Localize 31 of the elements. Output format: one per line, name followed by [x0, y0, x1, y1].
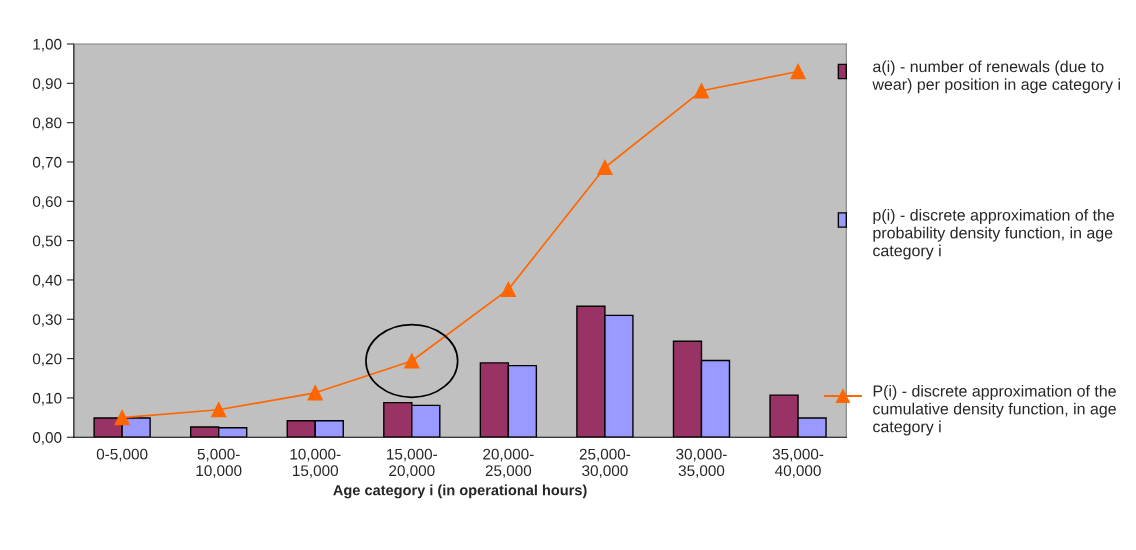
y-tick-label: 0,10 [32, 392, 62, 406]
legend-label: P(i) - discrete approximation of the cumulative density function, in age category i [873, 385, 1116, 436]
x-tick-label: 15,000- 20,000 [387, 448, 438, 478]
y-tick-label: 0,70 [32, 156, 62, 170]
point [597, 159, 613, 176]
y-tick-label: 0,60 [32, 196, 62, 209]
point [307, 385, 323, 401]
y-tick-label: 0,80 [32, 117, 62, 131]
point [500, 281, 516, 298]
y-tick-label: 0,50 [32, 235, 62, 249]
y-tick-label: 0,30 [32, 314, 62, 327]
y-tick-label: 0,90 [32, 78, 62, 91]
point [790, 63, 806, 80]
y-tick-label: 0,00 [32, 432, 62, 445]
x-tick-label: 30,000- 35,000 [676, 448, 727, 478]
y-tick-label: 1,00 [33, 38, 62, 52]
point [693, 83, 710, 99]
y-tick-label: 0,20 [32, 353, 62, 367]
y-tick-label: 0,40 [32, 274, 62, 288]
x-tick-label: 0-5,000 [96, 448, 148, 462]
x-tick-label: 25,000- 30,000 [579, 448, 631, 478]
x-tick-label: 5,000- 10,000 [196, 448, 242, 478]
x-tick-label: 20,000- 25,000 [483, 448, 534, 478]
x-tick-label: 35,000- 40,000 [772, 448, 824, 478]
x-tick-label: 10,000- 15,000 [290, 448, 341, 478]
point [211, 402, 227, 418]
legend-label: a(i) - number of renewals (due to wear) per position in age category i [872, 60, 1120, 94]
point [404, 353, 420, 369]
x-axis-title: Age category i (in operational hours) [333, 484, 587, 499]
legend-label: p(i) - discrete approximation of the probability density function, in age category i [873, 209, 1115, 260]
point [114, 409, 130, 426]
